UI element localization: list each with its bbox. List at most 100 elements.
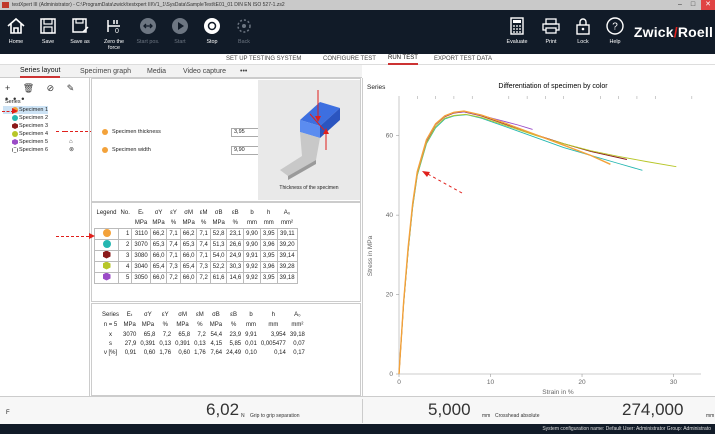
maximize-button[interactable]: □ xyxy=(690,1,696,8)
tab-run-test[interactable]: RUN TEST xyxy=(388,54,418,65)
window-title-bar: testXpert III (Administrator) - C:\Progr… xyxy=(0,0,715,10)
start-position-icon xyxy=(137,16,159,36)
tab-specimen-graph[interactable]: Specimen graph xyxy=(80,68,131,75)
illustration-caption: Thickness of the specimen xyxy=(279,185,339,191)
close-button[interactable]: ✕ xyxy=(701,0,715,10)
stats-units-row: n = 5 MPa MPa% MPa% MPa% mm mm mm² xyxy=(103,322,304,328)
tab-configure-test[interactable]: CONFIGURE TEST xyxy=(323,56,376,62)
results-table: Legend No. Eₜ σY εY σM εM σB εB b h A₀ MPa MPa% MPa% M… xyxy=(93,208,298,284)
tree-root-series[interactable]: Series xyxy=(5,99,21,105)
x-tick-label: 10 xyxy=(487,379,495,386)
svg-text:0: 0 xyxy=(115,28,119,35)
ribbon-toolbar: Home Save Save as 0 Zero the force Start… xyxy=(0,10,715,54)
tree-item-specimen-1[interactable]: Specimen 1 xyxy=(3,106,49,114)
tree-item-specimen-2[interactable]: Specimen 2 xyxy=(3,114,48,122)
olive-hex-icon xyxy=(102,261,111,270)
start-label: Start xyxy=(174,39,186,45)
start-position-button[interactable]: Start pos. xyxy=(134,10,162,54)
help-button[interactable]: ? Help xyxy=(601,10,629,54)
y-tick-label: 0 xyxy=(389,371,393,378)
y-tick-label: 40 xyxy=(386,212,394,219)
print-label: Print xyxy=(545,39,557,45)
calculator-icon xyxy=(506,16,528,36)
separation-description: Crosshead absolute xyxy=(495,413,540,419)
help-icon: ? xyxy=(604,16,626,36)
zero-force-label: Zero the force xyxy=(103,39,125,51)
save-as-button[interactable]: Save as xyxy=(66,10,94,54)
annotation-arrow xyxy=(422,171,463,194)
system-info-bar: System configuration name: Default User:… xyxy=(0,424,715,434)
tree-item-specimen-6[interactable]: Specimen 6 ⊗ xyxy=(3,146,74,154)
specimen-tree-panel: + 🗑 ⊘ ✎ ••• Series Specimen 1 Specimen 2… xyxy=(0,78,90,396)
evaluate-button[interactable]: Evaluate xyxy=(503,10,531,54)
status-separator xyxy=(362,399,363,423)
svg-text:?: ? xyxy=(612,22,618,33)
tree-toolbar[interactable]: + 🗑 ⊘ ✎ ••• xyxy=(5,83,80,104)
stats-row-mean: x 3070 65,8 7,2 65,8 7,2 54,4 23,9 9,91 3,954 39,1… xyxy=(109,331,305,338)
stop-icon xyxy=(201,16,223,36)
lock-icon xyxy=(572,16,594,36)
specimen-thickness-illustration: Thickness of the specimen xyxy=(258,80,360,200)
table-row[interactable]: 3 3080 66,0 7,1 66,0 7,1 54,0 24,9 9,91 3,95 39,14 xyxy=(93,249,298,262)
specimen-illustration-icon xyxy=(280,90,340,180)
y-tick-label: 60 xyxy=(386,133,394,140)
annotation-arrow xyxy=(56,131,65,132)
tab-media[interactable]: Media xyxy=(147,68,167,75)
stress-strain-chart[interactable]: Differentiation of specimen by color Str… xyxy=(363,78,715,396)
series-graph-panel: Series Differentiation of specimen by co… xyxy=(362,78,715,396)
tree-item-specimen-4[interactable]: Specimen 4 xyxy=(3,130,48,138)
window-title: testXpert III (Administrator) - C:\Progr… xyxy=(12,2,285,8)
print-button[interactable]: Print xyxy=(537,10,565,54)
table-row[interactable]: 5 3050 66,0 7,2 66,0 7,2 61,6 14,6 9,92 3,95 39,18 xyxy=(93,271,298,284)
y-tick-label: 20 xyxy=(386,292,394,299)
start-position-label: Start pos. xyxy=(136,39,160,45)
tab-export-test-data[interactable]: EXPORT TEST DATA xyxy=(434,56,493,62)
save-as-icon xyxy=(69,16,91,36)
orange-dot-icon xyxy=(102,129,108,135)
statistics-panel: Series Eₜ σY εY σM εM σB εB b h A₀ n = 5 MPa MPa% MPa… xyxy=(91,303,361,396)
results-table-panel: Legend No. Eₜ σY εY σM εM σB εB b h A₀ MPa MPa% MPa% M… xyxy=(91,202,361,302)
orange-dot-icon xyxy=(102,147,108,153)
specimen-tree: Series Specimen 1 Specimen 2 Specimen 3 … xyxy=(3,98,74,154)
separation-value: 5,000 xyxy=(428,400,471,419)
crosshead-unit: mm xyxy=(706,413,715,419)
purple-hex-icon xyxy=(12,139,18,145)
lock-label: Lock xyxy=(577,39,589,45)
save-button[interactable]: Save xyxy=(34,10,62,54)
more-tabs-button[interactable]: ••• xyxy=(240,68,248,75)
y-axis-label: Stress in MPa xyxy=(367,235,374,276)
annotation-arrowhead xyxy=(89,233,95,239)
back-label: Back xyxy=(238,39,250,45)
evaluate-label: Evaluate xyxy=(506,39,528,45)
minimize-button[interactable]: – xyxy=(678,1,682,8)
tab-series-layout[interactable]: Series layout xyxy=(20,65,61,78)
lock-button[interactable]: Lock xyxy=(569,10,597,54)
tree-item-specimen-5[interactable]: Specimen 5 ⌂ xyxy=(3,138,73,146)
save-icon xyxy=(37,16,59,36)
maroon-hex-icon xyxy=(12,123,18,129)
series-line-5 xyxy=(398,111,533,375)
graph-panel-label: Series xyxy=(367,84,386,91)
table-row[interactable]: 4 3040 65,4 7,3 65,4 7,3 52,2 30,3 9,92 3,96 39,28 xyxy=(93,260,298,273)
teal-dot-icon xyxy=(12,115,18,121)
zero-force-button[interactable]: 0 Zero the force xyxy=(98,10,130,54)
statistics-table: Series Eₜ σY εY σM εM σB εB b h A₀ n = 5 MPa MPa% MPa… xyxy=(100,310,307,357)
start-button[interactable]: Start xyxy=(166,10,194,54)
stop-button[interactable]: Stop xyxy=(198,10,226,54)
home-button[interactable]: Home xyxy=(2,10,30,54)
tree-item-specimen-3[interactable]: Specimen 3 xyxy=(3,122,48,130)
tab-video-capture[interactable]: Video capture xyxy=(183,68,227,75)
stop-label: Stop xyxy=(206,39,218,45)
annotation-arrow xyxy=(65,131,93,132)
force-unit: N xyxy=(241,413,245,419)
zero-force-icon: 0 xyxy=(103,16,125,36)
save-as-label: Save as xyxy=(70,39,90,45)
tab-set-up-testing-system[interactable]: SET UP TESTING SYSTEM xyxy=(226,56,302,62)
help-label: Help xyxy=(609,39,621,45)
status-bar: F 6,02 N Grip to grip separation 5,000 m… xyxy=(0,396,715,424)
back-button[interactable]: Back xyxy=(230,10,258,54)
table-row[interactable]: 2 3070 65,3 7,4 65,3 7,4 51,3 26,6 9,90 3,96 39,20 xyxy=(93,238,298,251)
app-icon xyxy=(2,2,9,8)
home-label: Home xyxy=(8,39,24,45)
table-row[interactable]: 1 3110 66,2 7,1 66,2 7,1 52,8 23,1 9,90 3,95 39,11 xyxy=(93,227,298,240)
